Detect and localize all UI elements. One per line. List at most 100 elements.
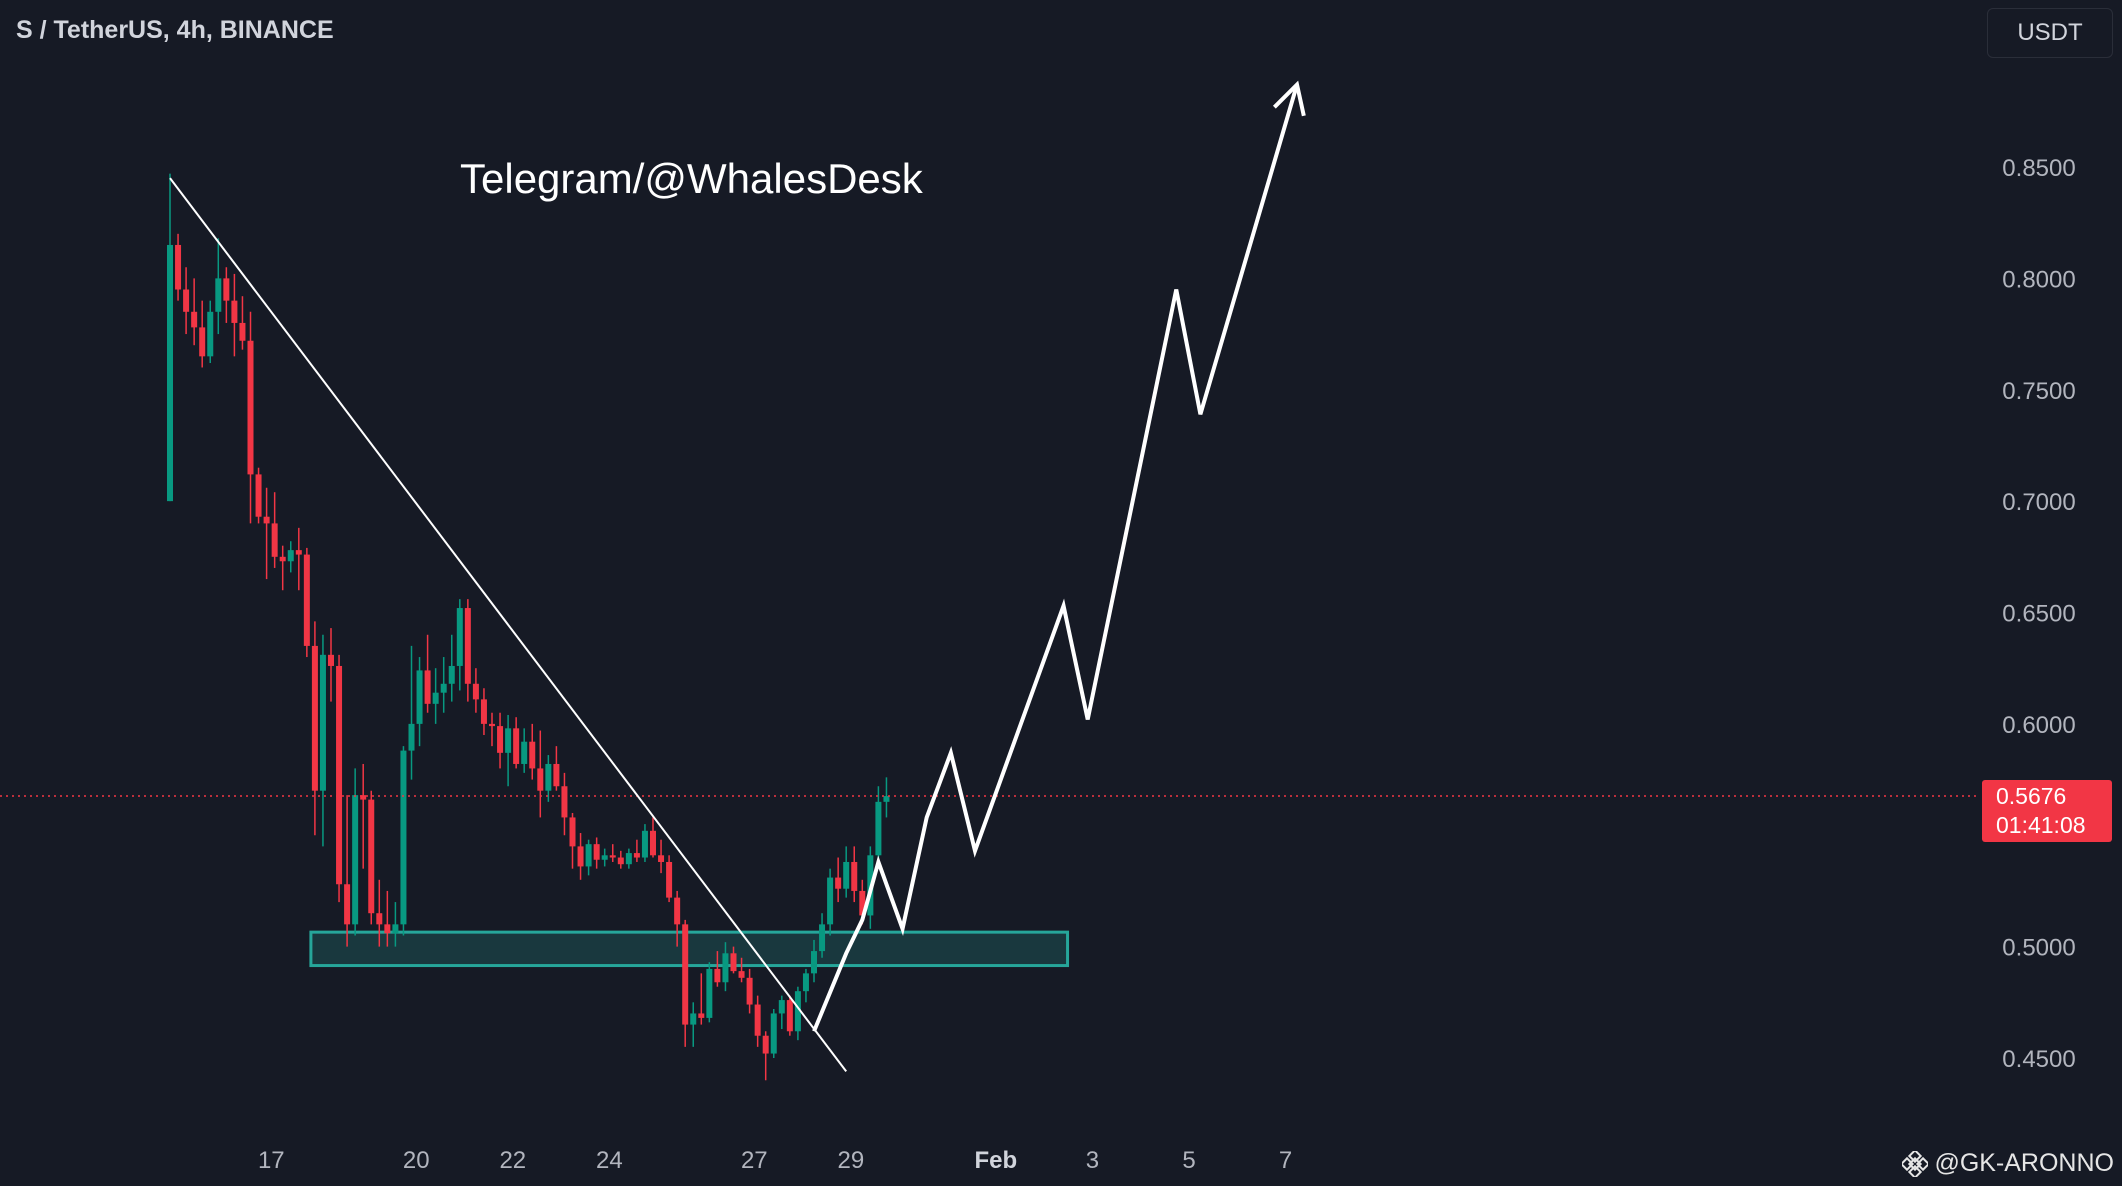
x-tick-label: 7: [1279, 1147, 1292, 1174]
y-tick-label: 0.4500: [2002, 1046, 2075, 1073]
candle-body: [497, 726, 504, 753]
candle-body: [827, 877, 834, 925]
candle-body: [722, 953, 729, 983]
candle: [754, 995, 761, 1047]
demand-zone: [309, 930, 1070, 968]
x-tick-label: 20: [403, 1147, 430, 1174]
candle-body: [360, 795, 367, 800]
y-tick-label: 0.8000: [2002, 266, 2075, 293]
candle-body: [247, 340, 254, 475]
candle-body: [311, 645, 318, 791]
candle: [376, 879, 383, 947]
candle-body: [754, 1004, 761, 1036]
candle: [400, 746, 407, 936]
chart-title: S / TetherUS, 4h, BINANCE: [16, 16, 334, 44]
candle-body: [730, 953, 737, 972]
candle-body: [593, 844, 600, 860]
candle-body: [875, 801, 882, 856]
candle-body: [279, 556, 286, 562]
candle-body: [207, 311, 214, 357]
candle: [239, 296, 246, 350]
x-tick-label: Feb: [974, 1147, 1017, 1174]
candle-body: [191, 311, 198, 328]
y-axis: 0.8500 0.8000 0.7500 0.7000 0.6500 0.6000 0.50…: [2002, 155, 2075, 1073]
candle-body: [328, 654, 334, 666]
candles: [167, 173, 890, 1081]
candle-body: [641, 830, 648, 858]
drawings: [0, 80, 1980, 1072]
candle: [843, 846, 850, 898]
candle: [513, 717, 520, 769]
candle: [569, 812, 576, 869]
y-tick-label: 0.7500: [2002, 378, 2075, 405]
author-watermark: @GK-ARONNO: [1902, 1149, 2114, 1178]
candle: [553, 746, 560, 791]
candle: [835, 857, 842, 903]
candle-body: [392, 924, 399, 934]
candle: [521, 728, 528, 773]
candle: [207, 300, 214, 364]
candle: [666, 855, 673, 903]
candle-body: [448, 665, 455, 684]
candle-body: [336, 665, 343, 885]
candle: [730, 946, 737, 974]
candle: [778, 995, 785, 1030]
candle-body: [738, 971, 745, 978]
candle-body: [521, 741, 528, 764]
candle: [368, 790, 375, 925]
current-price-tag: 0.5676 01:41:08: [1982, 780, 2112, 842]
candle: [585, 839, 592, 876]
candle-body: [819, 924, 826, 952]
candle-body: [682, 924, 689, 1025]
candle: [802, 968, 809, 1003]
candle: [263, 487, 270, 580]
candle-body: [666, 861, 673, 898]
candle-body: [215, 278, 222, 312]
y-tick-label: 0.7000: [2002, 489, 2075, 516]
candle: [440, 657, 447, 713]
candle-body: [408, 723, 415, 751]
x-tick-label: 24: [596, 1147, 623, 1174]
candle: [392, 902, 399, 947]
candle-body: [883, 796, 890, 802]
candle-body: [859, 890, 866, 916]
candle-body: [786, 1000, 793, 1032]
candle-body: [489, 723, 495, 727]
candle: [175, 233, 182, 301]
candle-body: [295, 550, 302, 555]
candle: [786, 995, 793, 1036]
projection-arrowhead: [1272, 80, 1306, 117]
candle: [593, 837, 600, 869]
y-tick-label: 0.6000: [2002, 712, 2075, 739]
candle-body: [746, 977, 753, 1005]
candle: [464, 599, 471, 702]
candle: [255, 467, 262, 524]
candle: [231, 273, 238, 357]
candle-body: [263, 516, 270, 524]
candle-body: [472, 683, 479, 700]
candle: [819, 913, 826, 958]
candle-body: [352, 795, 359, 925]
candle-body: [658, 855, 665, 862]
candle-body: [376, 913, 383, 925]
x-tick-label: 17: [258, 1147, 285, 1174]
candle-body: [553, 763, 560, 787]
currency-button[interactable]: USDT: [1987, 8, 2113, 58]
candle-body: [633, 853, 640, 858]
candle-body: [706, 968, 713, 1018]
candle: [199, 300, 206, 368]
candle: [416, 657, 423, 747]
candle: [215, 238, 222, 335]
candle: [690, 1002, 697, 1047]
x-tick-label: 27: [741, 1147, 768, 1174]
candle-body: [778, 1000, 785, 1014]
candle: [641, 824, 648, 862]
candle-body: [690, 1013, 697, 1025]
candle: [706, 962, 713, 1023]
candle: [456, 599, 463, 691]
candle-body: [440, 683, 447, 693]
candle: [247, 311, 254, 524]
candle-body: [811, 951, 817, 974]
candle: [432, 668, 439, 724]
